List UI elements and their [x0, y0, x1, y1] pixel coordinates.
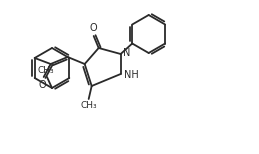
Text: O: O — [90, 23, 97, 33]
Text: NH: NH — [124, 70, 138, 80]
Text: CH₃: CH₃ — [38, 66, 54, 75]
Text: CH₃: CH₃ — [80, 101, 97, 110]
Text: N: N — [123, 48, 130, 58]
Text: O: O — [39, 80, 47, 90]
